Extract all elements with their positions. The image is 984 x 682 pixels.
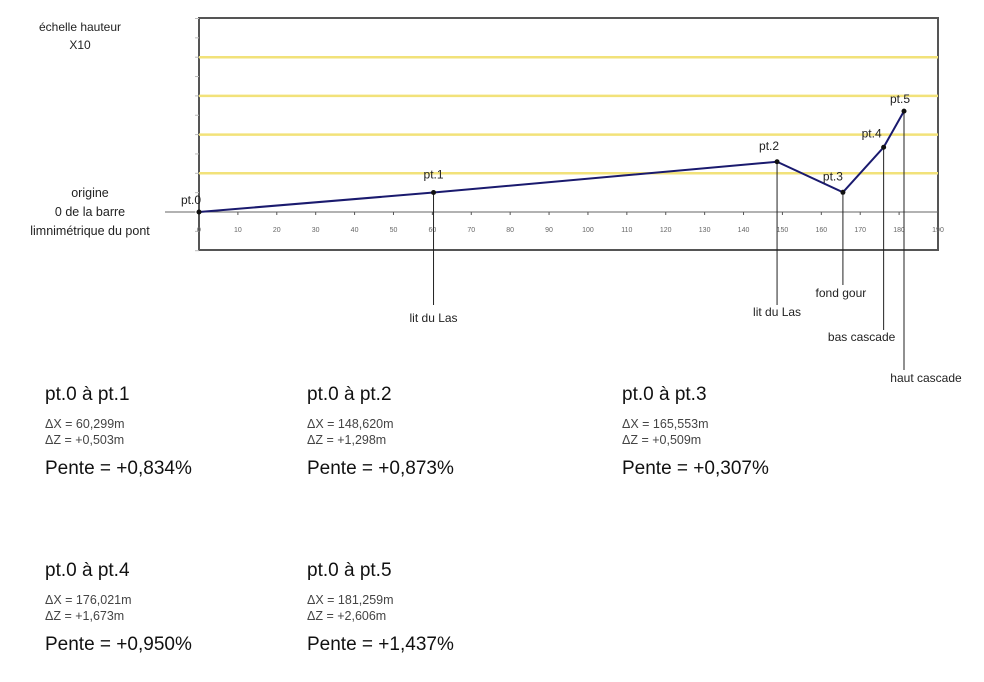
delta-z: ΔZ = +2,606m xyxy=(307,609,387,623)
data-point xyxy=(881,144,887,150)
point-label: pt.0 xyxy=(181,193,201,207)
result-title: pt.0 à pt.1 xyxy=(45,384,130,405)
x-tick-label: 110 xyxy=(621,227,632,234)
delta-z: ΔZ = +0,503m xyxy=(45,433,125,447)
x-tick-label: 40 xyxy=(351,227,359,234)
x-tick-label: 160 xyxy=(815,227,827,234)
origin-label: origine 0 de la barre limnimétrique du p… xyxy=(10,184,170,241)
scale-label-line1: échelle hauteur xyxy=(38,20,122,34)
delta-x: ΔX = 181,259m xyxy=(307,593,394,607)
point-label: pt.4 xyxy=(862,126,882,140)
data-point xyxy=(196,209,202,215)
x-tick-label: 130 xyxy=(699,227,711,234)
x-tick-label: 180 xyxy=(893,227,905,234)
x-tick-label: 70 xyxy=(467,227,475,234)
slope-result: pt.0 à pt.5 ΔX = 181,259m ΔZ = +2,606m P… xyxy=(307,560,454,656)
data-point xyxy=(431,190,437,196)
data-point xyxy=(840,189,846,195)
data-point xyxy=(774,159,780,165)
slope-result: pt.0 à pt.1 ΔX = 60,299m ΔZ = +0,503m Pe… xyxy=(45,384,192,480)
point-annotation: lit du Las xyxy=(753,305,801,319)
slope-result: pt.0 à pt.2 ΔX = 148,620m ΔZ = +1,298m P… xyxy=(307,384,454,480)
slope-result: pt.0 à pt.4 ΔX = 176,021m ΔZ = +1,673m P… xyxy=(45,560,192,656)
x-tick-label: 170 xyxy=(854,227,866,234)
point-annotation: lit du Las xyxy=(410,311,458,325)
point-annotation: bas cascade xyxy=(828,330,896,344)
point-label: pt.3 xyxy=(823,169,843,183)
slope-value: Pente = +1,437% xyxy=(307,634,454,655)
result-title: pt.0 à pt.3 xyxy=(622,384,707,405)
result-title: pt.0 à pt.5 xyxy=(307,560,392,581)
x-tick-label: 50 xyxy=(390,227,398,234)
scale-label-line2: X10 xyxy=(69,38,91,52)
slope-value: Pente = +0,834% xyxy=(45,458,192,479)
x-tick-label: 150 xyxy=(777,227,789,234)
x-tick-label: 140 xyxy=(738,227,750,234)
delta-z: ΔZ = +1,298m xyxy=(307,433,387,447)
point-label: pt.2 xyxy=(759,139,779,153)
x-tick-label: 190 xyxy=(932,227,944,234)
slope-value: Pente = +0,950% xyxy=(45,634,192,655)
x-tick-label: 30 xyxy=(312,227,320,234)
slope-value: Pente = +0,307% xyxy=(622,458,769,479)
origin-label-line3: limnimétrique du pont xyxy=(30,224,150,238)
origin-label-line2: 0 de la barre xyxy=(54,205,126,219)
x-tick-label: 20 xyxy=(273,227,281,234)
x-tick-label: 10 xyxy=(234,227,242,234)
point-annotation: haut cascade xyxy=(890,371,962,385)
slope-value: Pente = +0,873% xyxy=(307,458,454,479)
result-title: pt.0 à pt.2 xyxy=(307,384,392,405)
delta-x: ΔX = 148,620m xyxy=(307,417,394,431)
slope-result: pt.0 à pt.3 ΔX = 165,553m ΔZ = +0,509m P… xyxy=(622,384,769,480)
point-annotation: fond gour xyxy=(816,286,867,300)
point-label: pt.1 xyxy=(424,168,444,182)
profile-line xyxy=(198,110,905,213)
x-tick-label: 90 xyxy=(545,227,553,234)
x-tick-label: 100 xyxy=(582,227,594,234)
delta-z: ΔZ = +1,673m xyxy=(45,609,125,623)
x-tick-label: 0 xyxy=(197,227,201,234)
scale-label: échelle hauteur X10 xyxy=(20,18,140,54)
delta-z: ΔZ = +0,509m xyxy=(622,433,702,447)
profile-chart: 0 10 20 30 40 50 60 70 80 90 100 110 120 130 140 150 160… xyxy=(165,17,962,385)
data-point xyxy=(901,108,907,114)
delta-x: ΔX = 60,299m xyxy=(45,417,125,431)
x-tick-label: 80 xyxy=(506,227,514,234)
x-tick-label: 60 xyxy=(428,227,436,234)
origin-label-line1: origine xyxy=(71,186,109,200)
delta-x: ΔX = 165,553m xyxy=(622,417,709,431)
result-title: pt.0 à pt.4 xyxy=(45,560,130,581)
x-tick-label: 120 xyxy=(660,227,672,234)
delta-x: ΔX = 176,021m xyxy=(45,593,132,607)
point-label: pt.5 xyxy=(890,92,910,106)
